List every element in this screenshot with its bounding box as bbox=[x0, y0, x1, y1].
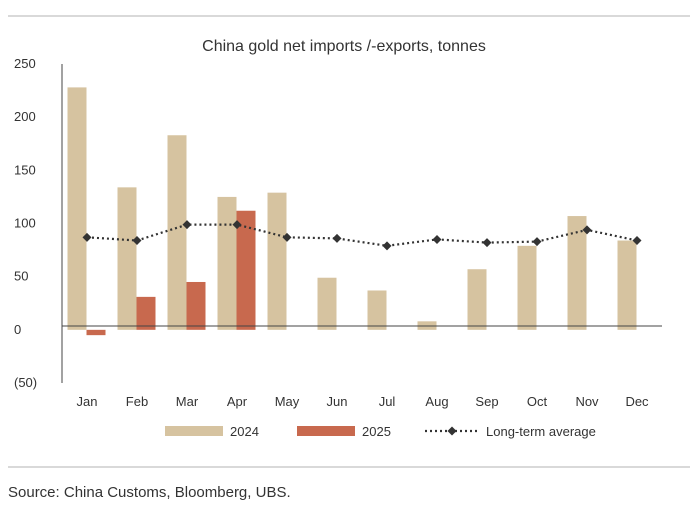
x-tick-label: Oct bbox=[527, 394, 548, 409]
legend-label-2025: 2025 bbox=[362, 424, 391, 439]
bar-2025-jan bbox=[86, 329, 106, 336]
bar-2024-jul bbox=[367, 290, 387, 330]
average-point-sep bbox=[482, 238, 492, 248]
bar-2024-may bbox=[267, 192, 287, 330]
average-point-mar bbox=[182, 220, 192, 230]
legend-average-marker bbox=[447, 426, 457, 436]
top-divider bbox=[8, 15, 690, 17]
bottom-divider bbox=[8, 466, 690, 468]
x-tick-label: Sep bbox=[475, 394, 498, 409]
x-tick-label: May bbox=[275, 394, 300, 409]
average-point-feb bbox=[132, 236, 142, 246]
y-tick-label: 250 bbox=[14, 56, 36, 71]
chart-canvas: China gold net imports /-exports, tonnes… bbox=[14, 38, 662, 439]
bar-2025-apr bbox=[236, 210, 256, 330]
x-tick-label: Aug bbox=[425, 394, 448, 409]
x-tick-label: Apr bbox=[227, 394, 248, 409]
y-tick-label: 150 bbox=[14, 162, 36, 177]
legend-label-average: Long-term average bbox=[486, 424, 596, 439]
average-point-oct bbox=[532, 237, 542, 247]
bar-2024-sep bbox=[467, 269, 487, 330]
average-point-jun bbox=[332, 233, 342, 243]
bar-2024-jun bbox=[317, 277, 337, 330]
average-point-apr bbox=[232, 220, 242, 230]
source-note: Source: China Customs, Bloomberg, UBS. bbox=[8, 484, 291, 501]
average-point-may bbox=[282, 232, 292, 242]
y-tick-label: 50 bbox=[14, 269, 28, 284]
x-tick-label: Feb bbox=[126, 394, 148, 409]
average-point-nov bbox=[582, 225, 592, 235]
chart-title: China gold net imports /-exports, tonnes bbox=[202, 38, 486, 55]
y-tick-label: 0 bbox=[14, 322, 21, 337]
average-point-dec bbox=[632, 236, 642, 246]
y-tick-label: (50) bbox=[14, 375, 37, 390]
average-point-aug bbox=[432, 234, 442, 244]
x-tick-label: Nov bbox=[575, 394, 599, 409]
x-tick-label: Jun bbox=[327, 394, 348, 409]
x-tick-label: Mar bbox=[176, 394, 199, 409]
bar-2025-mar bbox=[186, 281, 206, 330]
bars-layer bbox=[67, 87, 637, 336]
bar-2024-jan bbox=[67, 87, 87, 330]
x-tick-label: Jul bbox=[379, 394, 396, 409]
legend: 2024 2025 Long-term average bbox=[165, 424, 596, 439]
bar-2025-feb bbox=[136, 296, 156, 330]
average-point-jul bbox=[382, 241, 392, 251]
y-tick-labels: 250 200 150 100 50 0 (50) bbox=[14, 56, 37, 390]
bar-2024-apr bbox=[217, 196, 237, 330]
bar-2024-feb bbox=[117, 187, 137, 330]
legend-swatch-2025 bbox=[297, 426, 355, 436]
x-tick-labels: Jan Feb Mar Apr May Jun Jul Aug Sep Oct Nov Dec bbox=[77, 394, 650, 409]
bar-2024-dec bbox=[617, 240, 637, 330]
legend-swatch-2024 bbox=[165, 426, 223, 436]
average-line-layer bbox=[82, 220, 642, 251]
bar-2024-mar bbox=[167, 135, 187, 330]
bar-2024-oct bbox=[517, 245, 537, 330]
average-point-jan bbox=[82, 232, 92, 242]
y-tick-label: 100 bbox=[14, 216, 36, 231]
y-tick-label: 200 bbox=[14, 109, 36, 124]
legend-label-2024: 2024 bbox=[230, 424, 259, 439]
x-tick-label: Dec bbox=[625, 394, 649, 409]
x-tick-label: Jan bbox=[77, 394, 98, 409]
bar-2024-nov bbox=[567, 216, 587, 330]
